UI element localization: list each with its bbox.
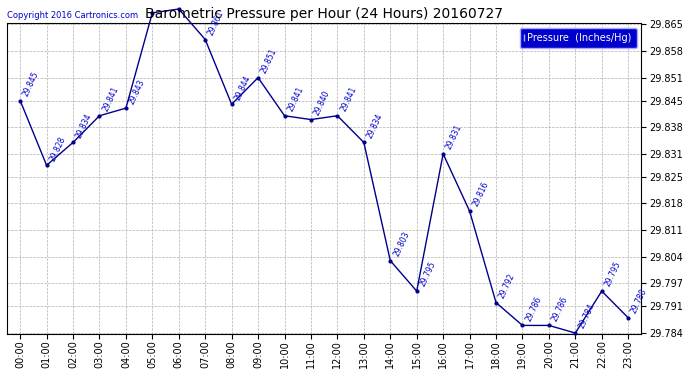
- Text: 29.792: 29.792: [497, 272, 517, 300]
- Text: 29.784: 29.784: [577, 303, 596, 330]
- Legend: Pressure  (Inches/Hg): Pressure (Inches/Hg): [520, 28, 637, 48]
- Text: 29.803: 29.803: [392, 230, 411, 258]
- Text: 29.816: 29.816: [471, 181, 491, 208]
- Text: 29.851: 29.851: [259, 47, 279, 75]
- Text: 29.795: 29.795: [418, 260, 437, 288]
- Text: 29.845: 29.845: [21, 70, 41, 98]
- Text: 29.828: 29.828: [48, 135, 67, 162]
- Text: Copyright 2016 Cartronics.com: Copyright 2016 Cartronics.com: [7, 11, 138, 20]
- Text: 29.834: 29.834: [365, 112, 384, 140]
- Text: 29.834: 29.834: [75, 112, 94, 140]
- Text: 29.869: 29.869: [0, 374, 1, 375]
- Text: 29.795: 29.795: [603, 260, 622, 288]
- Text: 29.841: 29.841: [286, 85, 305, 113]
- Text: 29.868: 29.868: [0, 374, 1, 375]
- Text: 29.786: 29.786: [524, 295, 543, 322]
- Text: 29.861: 29.861: [206, 9, 226, 37]
- Text: 29.841: 29.841: [101, 85, 120, 113]
- Text: 29.843: 29.843: [127, 78, 147, 105]
- Text: 29.840: 29.840: [313, 89, 332, 117]
- Text: 29.788: 29.788: [629, 287, 649, 315]
- Title: Barometric Pressure per Hour (24 Hours) 20160727: Barometric Pressure per Hour (24 Hours) …: [145, 7, 503, 21]
- Text: 29.841: 29.841: [339, 85, 358, 113]
- Text: 29.786: 29.786: [551, 295, 570, 322]
- Text: 29.831: 29.831: [444, 123, 464, 151]
- Text: 29.844: 29.844: [233, 74, 253, 102]
